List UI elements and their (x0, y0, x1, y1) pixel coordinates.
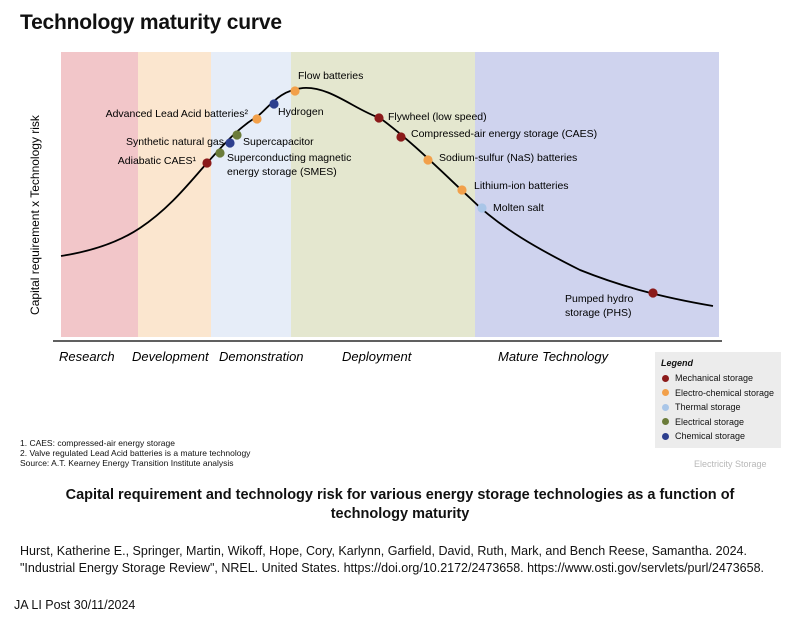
tech-8-marker (396, 132, 406, 142)
legend-title: Legend (661, 358, 694, 368)
stage-band-deployment (291, 52, 475, 337)
footnote-1: 1. CAES: compressed-air energy storage (20, 438, 175, 448)
legend-label-electrical: Electrical storage (675, 416, 745, 427)
tech-9-marker (423, 155, 433, 165)
stage-band-demonstration (211, 52, 291, 337)
tech-9-label: Sodium-sulfur (NaS) batteries (439, 152, 577, 164)
tech-6-marker (290, 86, 300, 96)
legend-item-thermal: Thermal storage (662, 402, 741, 412)
legend-dot-mechanical (662, 374, 669, 382)
stage-band-development (138, 52, 211, 337)
legend-dot-thermal (662, 403, 669, 411)
footnote-2: 2. Valve regulated Lead Acid batteries i… (20, 448, 251, 458)
tech-4-label: Advanced Lead Acid batteries² (106, 108, 249, 120)
legend-item-mechanical: Mechanical storage (662, 373, 753, 383)
stage-label-demonstration: Demonstration (219, 349, 304, 364)
tech-2-marker (225, 138, 235, 148)
figure-caption: Capital requirement and technology risk … (65, 487, 735, 522)
footnote-source: Source: A.T. Kearney Energy Transition I… (20, 458, 234, 468)
tech-11-label: Molten salt (493, 202, 544, 214)
stage-label-deployment: Deployment (342, 349, 413, 364)
tech-0-label: Adiabatic CAES¹ (118, 155, 197, 167)
legend-label-chemical: Chemical storage (675, 431, 746, 441)
tech-3-marker (232, 130, 242, 140)
y-axis-label: Capital requirement x Technology risk (28, 114, 42, 315)
tech-3-label: Supercapacitor (243, 136, 314, 148)
citation: Hurst, Katherine E., Springer, Martin, W… (20, 544, 765, 575)
tech-12-label: Pumped hydro (565, 293, 633, 305)
legend-label-thermal: Thermal storage (675, 402, 741, 412)
tech-7-label: Flywheel (low speed) (388, 111, 487, 123)
tech-1-label-line2: energy storage (SMES) (227, 166, 337, 178)
legend-dot-electrical (662, 418, 669, 425)
tech-10-marker (457, 185, 467, 195)
stage-label-development: Development (132, 349, 210, 364)
tech-1-label: Superconducting magnetic (227, 152, 351, 164)
tech-1-marker (215, 148, 225, 158)
tech-5-marker (269, 99, 279, 109)
legend-dot-chemical (662, 432, 669, 440)
maturity-curve-diagram: Capital requirement x Technology risk Ad… (28, 52, 722, 364)
stage-label-mature: Mature Technology (498, 349, 610, 364)
post-note: JA LI Post 30/11/2024 (14, 598, 136, 612)
maturity-curve (60, 87, 714, 307)
stage-band-mature (475, 52, 719, 337)
tech-7-marker (374, 113, 384, 123)
legend-dot-electrochemical (662, 389, 669, 396)
legend: Legend Mechanical storage Electro-chemica… (655, 352, 781, 448)
tech-4-marker (252, 114, 262, 124)
stage-label-research: Research (59, 349, 115, 364)
tech-12-marker (648, 288, 658, 298)
legend-label-electrochemical: Electro-chemical storage (675, 387, 775, 398)
tech-12-label-line2: storage (PHS) (565, 307, 632, 319)
tech-6-label: Flow batteries (298, 70, 363, 82)
tech-2-label: Synthetic natural gas (126, 136, 224, 148)
tech-8-label: Compressed-air energy storage (CAES) (411, 128, 597, 140)
legend-item-chemical: Chemical storage (662, 431, 745, 441)
tech-11-marker (477, 203, 487, 213)
legend-item-electrical: Electrical storage (662, 417, 744, 427)
tech-10-label: Lithium-ion batteries (474, 180, 569, 192)
tech-0-marker (202, 158, 212, 168)
legend-item-electrochemical: Electro-chemical storage (662, 388, 774, 398)
watermark: Electricity Storage (694, 459, 767, 469)
page-title: Technology maturity curve (20, 11, 282, 34)
footnotes: 1. CAES: compressed-air energy storage 2… (20, 438, 250, 468)
tech-5-label: Hydrogen (278, 106, 324, 118)
stage-band-research (61, 52, 138, 337)
legend-label-mechanical: Mechanical storage (675, 373, 754, 383)
